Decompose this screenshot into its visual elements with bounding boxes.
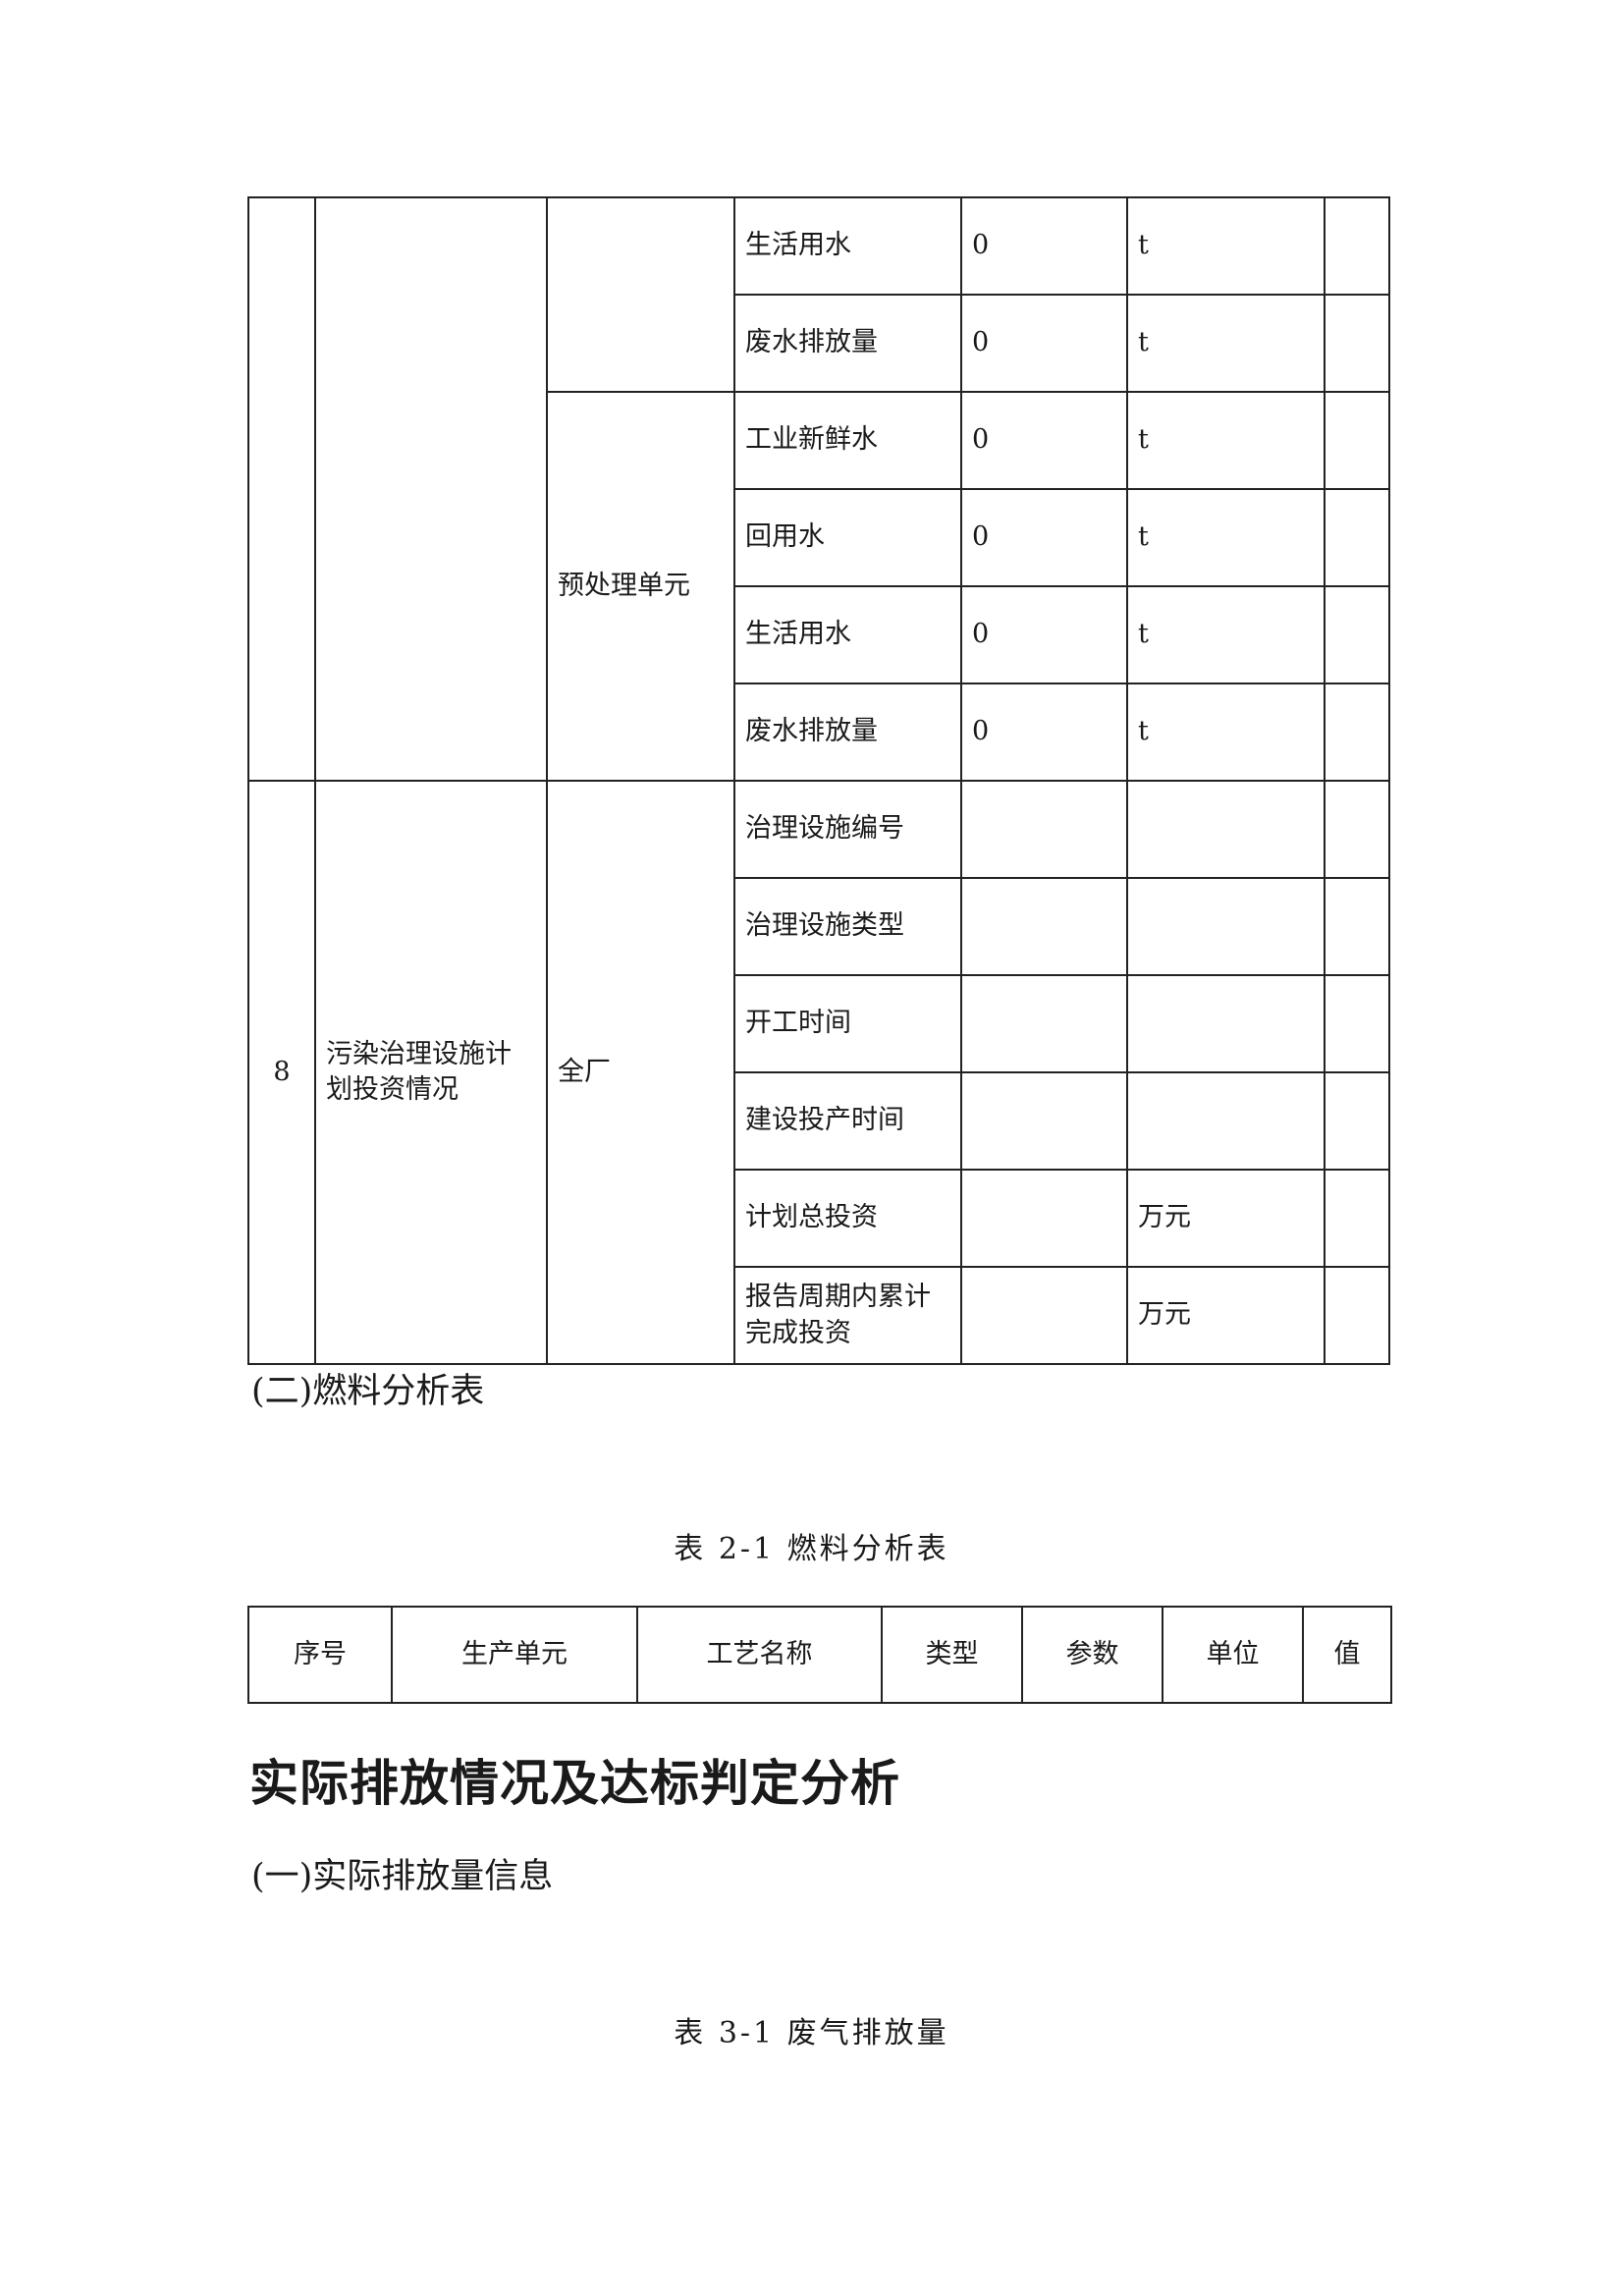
unit-cell: 全厂 [546,780,735,1365]
table-row: 回用水 0 t [248,488,1390,587]
table-row: 报告周期内累计完成投资 万元 [248,1266,1390,1365]
section-actual-heading: (一)实际排放量信息 [251,1857,554,1896]
wastewater-and-investment-table: 生活用水 0 t 废水排放量 0 t 预处理单元 工业新鲜水 0 t 回用水 0… [247,196,1390,1365]
unit-cell: 预处理单元 [546,391,735,782]
table-caption-2-1: 表 2-1 燃料分析表 [674,1532,949,1566]
table-row: 治理设施类型 [248,877,1390,976]
table-row: 8 污染治理设施计划投资情况 全厂 治理设施编号 [247,780,1390,1365]
table-row: 计划总投资 万元 [248,1169,1390,1268]
fuel-analysis-table: 序号 生产单元 工艺名称 类型 参数 单位 值 [247,1606,1392,1704]
table-row: 建设投产时间 [248,1071,1390,1171]
section-fuel-heading: (二)燃料分析表 [251,1372,485,1411]
table-row: 生活用水 0 t [248,585,1390,684]
table-row: 开工时间 [248,974,1390,1073]
table-row: 废水排放量 0 t [248,294,1390,393]
index-cell: 8 [247,780,316,1365]
table-row: 废水排放量 0 t [248,683,1390,782]
table-row: 预处理单元 工业新鲜水 0 t [248,391,1390,782]
table-header-row: 序号 生产单元 工艺名称 类型 参数 单位 值 [247,1606,1392,1704]
table-row: 生活用水 0 t [247,196,1390,782]
item-name-cell: 污染治理设施计划投资情况 [314,780,548,1365]
table-caption-3-1: 表 3-1 废气排放量 [674,2016,949,2050]
page-heading: 实际排放情况及达标判定分析 [249,1755,900,1812]
